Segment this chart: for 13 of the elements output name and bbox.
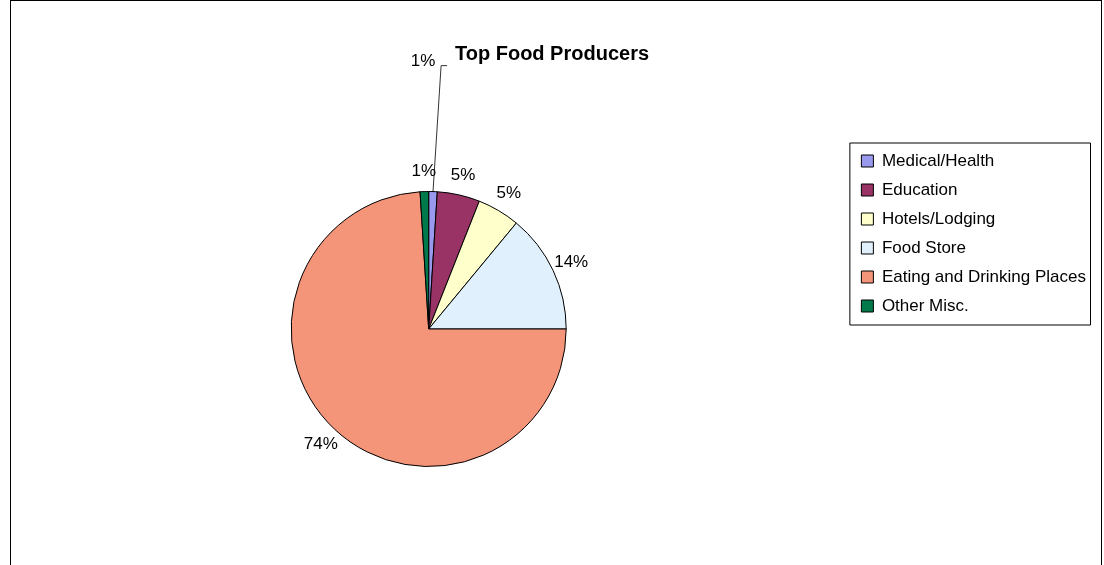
data-label: 5%: [450, 164, 476, 184]
legend-label: Other Misc.: [881, 295, 969, 315]
legend-label: Food Store: [881, 237, 966, 257]
data-label: 5%: [496, 183, 522, 203]
legend-label: Hotels/Lodging: [881, 208, 996, 228]
data-label: 1%: [410, 51, 436, 71]
chart-title: Top Food Producers: [454, 41, 650, 64]
data-label: 74%: [303, 433, 338, 453]
data-label: 1%: [411, 161, 437, 181]
legend-label: Education: [881, 179, 958, 199]
legend-label: Eating and Drinking Places: [881, 266, 1087, 286]
legend-label: Medical/Health: [881, 150, 995, 170]
data-label: 14%: [554, 251, 589, 271]
